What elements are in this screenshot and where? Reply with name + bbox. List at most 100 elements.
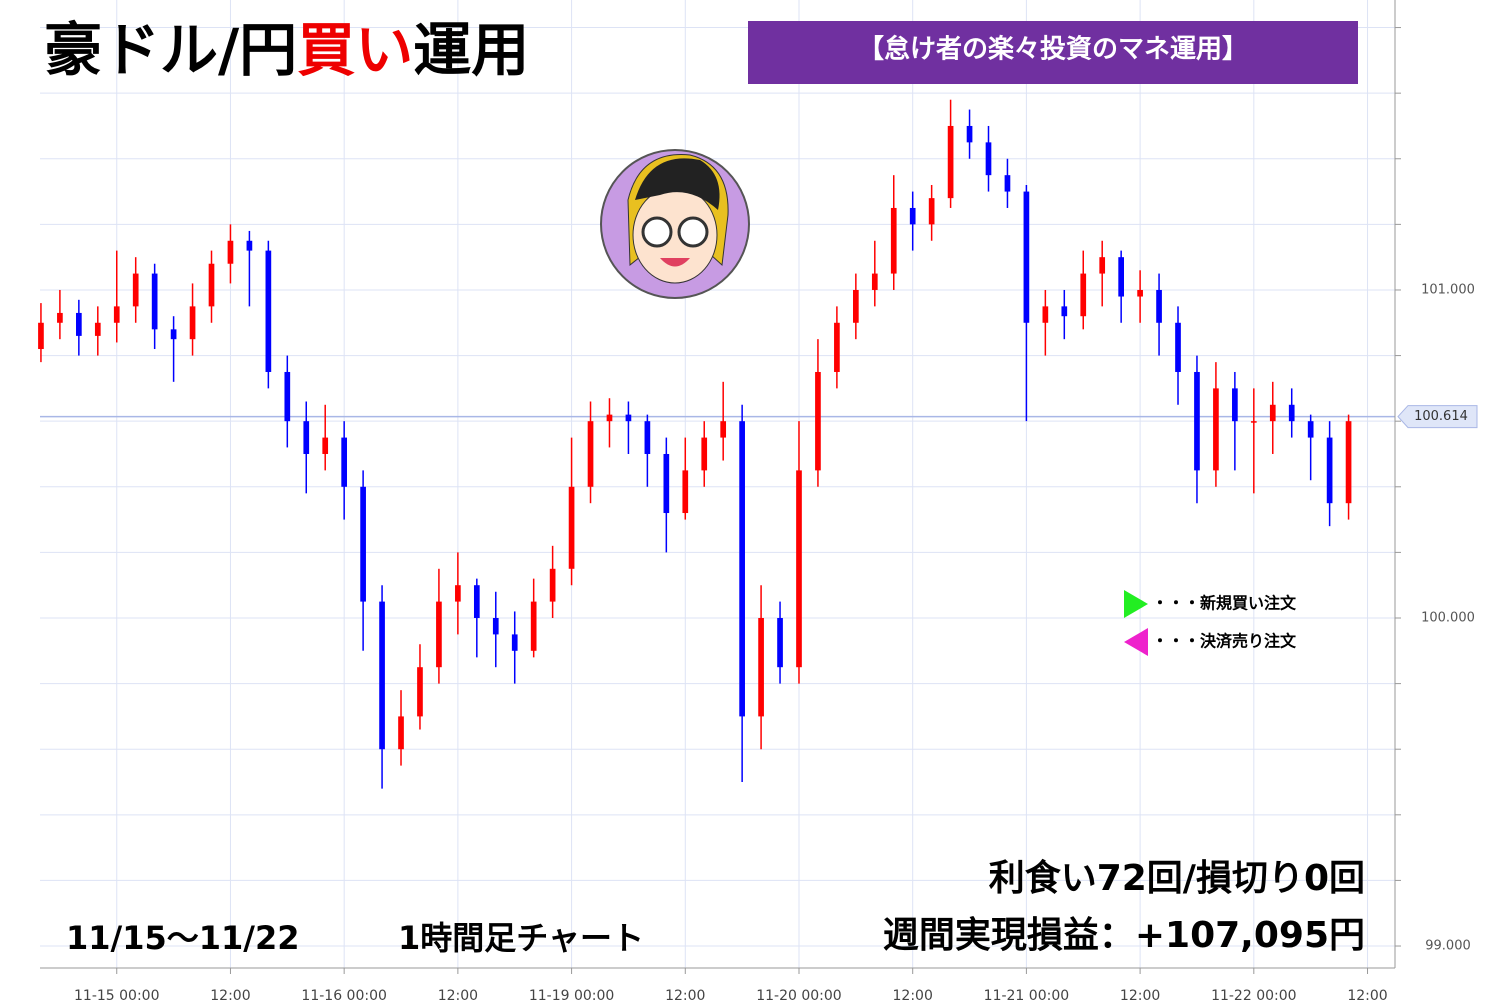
candle-body — [1175, 322, 1181, 372]
candle-body — [417, 667, 423, 717]
candle-body — [815, 371, 821, 471]
legend-label: ・・・新規買い注文 — [1152, 594, 1297, 613]
candle-body — [1307, 421, 1314, 438]
legend-marker — [1124, 590, 1148, 618]
candle-body — [1080, 273, 1087, 317]
candle-body — [720, 421, 727, 438]
candle-body — [246, 240, 253, 251]
candle-body — [284, 371, 291, 422]
candle-body — [473, 585, 480, 618]
x-tick-label: 12:00 — [1120, 988, 1160, 1004]
candle-body — [985, 142, 992, 176]
candle-body — [587, 421, 594, 487]
x-tick-label: 12:00 — [438, 988, 478, 1004]
candle-body — [1232, 388, 1238, 422]
candle-body — [379, 601, 385, 750]
candle-body — [1213, 388, 1219, 471]
avatar — [600, 149, 750, 299]
candle-body — [871, 273, 878, 290]
candle-body — [777, 617, 783, 668]
candle-body — [796, 470, 802, 668]
last-price-label: 100.614 — [1414, 409, 1468, 424]
title-part: 買い — [297, 16, 413, 84]
candle-body — [530, 601, 537, 651]
candle-body — [38, 322, 44, 350]
x-tick-label: 11-16 00:00 — [301, 988, 386, 1004]
candle-body — [360, 486, 366, 602]
plot — [38, 0, 1395, 968]
candle-body — [1269, 404, 1276, 422]
legend-label: ・・・決済売り注文 — [1152, 632, 1297, 651]
candle-body — [511, 634, 518, 651]
candle-body — [132, 273, 139, 307]
candle-body — [398, 716, 404, 750]
candle-body — [113, 306, 120, 323]
y-tick-label: 101.000 — [1421, 282, 1475, 297]
candle-body — [758, 617, 764, 717]
candle-body — [928, 198, 935, 225]
x-tick-label: 11-20 00:00 — [756, 988, 841, 1004]
legend: ・・・新規買い注文・・・決済売り注文 — [1124, 590, 1297, 656]
banner: 【怠け者の楽々投資のマネ運用】 — [858, 34, 1248, 65]
x-tick-label: 12:00 — [210, 988, 250, 1004]
candle-body — [663, 453, 670, 514]
x-tick-label: 11-19 00:00 — [529, 988, 614, 1004]
y-tick-label: 99.000 — [1425, 939, 1471, 954]
candle-body — [1288, 404, 1295, 422]
candle-body — [94, 322, 101, 336]
candle-body — [57, 312, 63, 323]
candle-body — [1194, 371, 1200, 471]
candle-body — [682, 470, 689, 514]
candle-body — [455, 585, 461, 602]
candle-body — [1118, 257, 1124, 297]
candle-body — [890, 207, 897, 274]
stats: 利食い72回/損切り0回 — [989, 858, 1365, 899]
candle-body — [568, 486, 575, 569]
candle-body — [739, 421, 745, 717]
candle-body — [492, 617, 499, 635]
candle-body — [303, 421, 310, 454]
candle-body — [606, 414, 613, 422]
banner-bg — [748, 21, 1358, 84]
title: 豪ドル/円買い運用 — [44, 16, 529, 84]
candle-body — [1156, 289, 1162, 323]
candle-body — [1061, 306, 1068, 317]
x-tick-label: 12:00 — [893, 988, 933, 1004]
candle-body — [549, 568, 556, 602]
avatar-glasses — [641, 216, 673, 248]
title-part: 運用 — [413, 16, 529, 84]
candle-body — [1023, 191, 1030, 323]
candle-body — [834, 322, 840, 372]
avatar-glasses — [677, 216, 709, 248]
candle-body — [341, 437, 348, 487]
y-tick-label: 100.000 — [1421, 610, 1475, 625]
timeframe: 1時間足チャート — [398, 919, 644, 957]
last-price-badge — [1397, 405, 1478, 429]
legend-marker — [1124, 628, 1148, 656]
avatar-mouth — [660, 258, 690, 267]
candle-body — [1042, 306, 1049, 323]
candle-body — [265, 250, 272, 372]
candle-body — [966, 125, 973, 143]
title-part: 豪ドル/円 — [44, 16, 297, 84]
x-tick-label: 12:00 — [665, 988, 705, 1004]
candle-body — [436, 601, 442, 668]
candle-body — [1137, 289, 1143, 297]
candle-body — [909, 207, 916, 225]
profit: 週間実現損益：+107,095円 — [883, 915, 1365, 956]
candle-body — [170, 329, 177, 340]
candle-body — [151, 273, 158, 330]
candle-body — [701, 437, 708, 471]
candle-body — [644, 421, 651, 454]
candle-body — [947, 125, 954, 199]
x-tick-label: 11-15 00:00 — [74, 988, 159, 1004]
avatar-hair — [635, 158, 720, 210]
candle-body — [1099, 257, 1106, 274]
candle-body — [189, 306, 196, 340]
candle-body — [625, 414, 632, 422]
x-tick-label: 11-22 00:00 — [1211, 988, 1296, 1004]
candle-body — [1345, 421, 1352, 504]
x-tick-label: 11-21 00:00 — [984, 988, 1069, 1004]
candle-body — [76, 312, 82, 336]
